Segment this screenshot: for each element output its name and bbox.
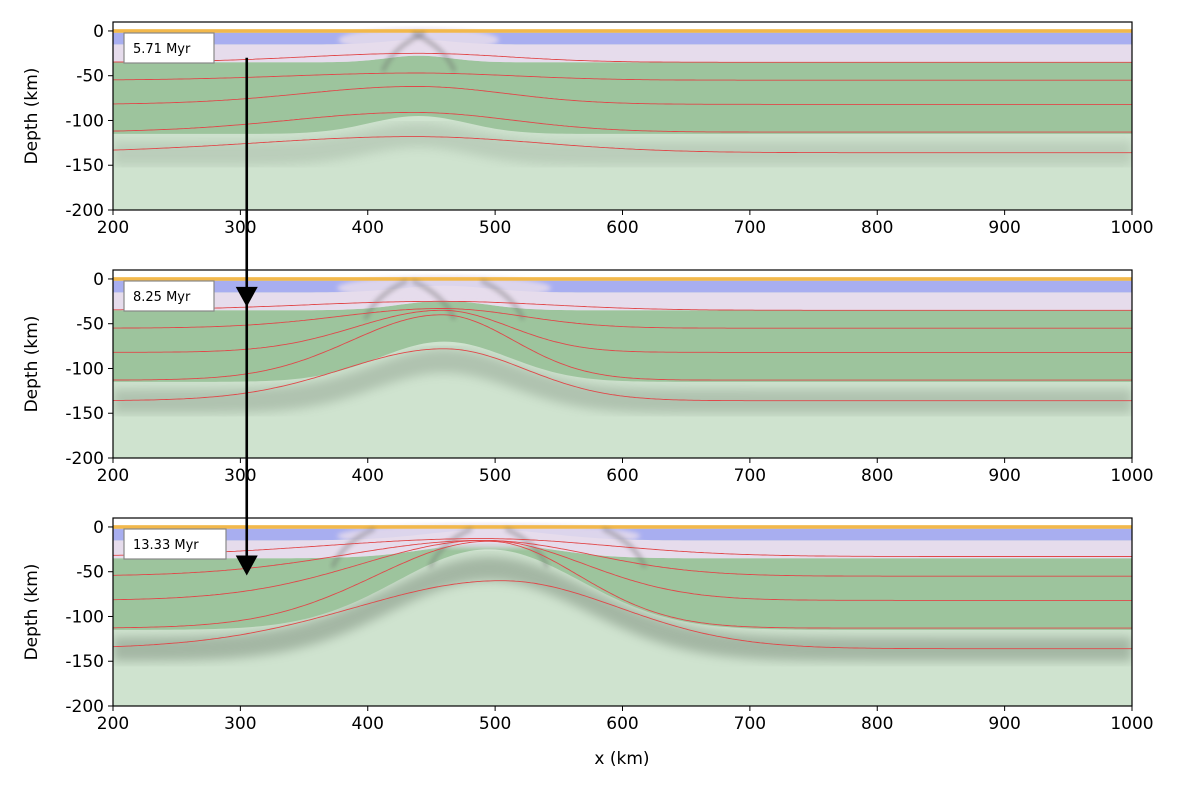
x-tick-label: 1000 xyxy=(1110,466,1153,486)
thermal-anomaly xyxy=(113,123,1132,166)
arrow-head-mid xyxy=(235,286,258,307)
x-tick-label: 500 xyxy=(479,466,511,486)
isotherm-line xyxy=(113,52,1132,63)
time-label: 5.71 Myr xyxy=(133,42,191,57)
y-tick-label: -50 xyxy=(76,563,104,583)
y-tick-label: -200 xyxy=(65,201,104,221)
isotherm-line xyxy=(113,308,1132,329)
x-tick-label: 300 xyxy=(224,714,256,734)
x-tick-label: 1000 xyxy=(1110,218,1153,238)
panel-2: 200 300 400 500 600 700 800 900 1000 0 -50 -100 -150… xyxy=(22,269,1154,486)
sediment-layer xyxy=(113,29,1132,33)
lithospheric-mantle xyxy=(113,543,1132,630)
y-tick-label: -100 xyxy=(65,111,104,131)
x-tick-label: 200 xyxy=(97,218,129,238)
time-label: 13.33 Myr xyxy=(133,538,199,553)
y-axis-title: Depth (km) xyxy=(22,316,42,413)
lithospheric-mantle xyxy=(113,55,1132,134)
x-axis-title: x (km) xyxy=(594,749,649,769)
y-tick-label: 0 xyxy=(93,22,104,42)
upper-crust xyxy=(113,32,1132,45)
y-tick-label: 0 xyxy=(93,518,104,538)
isotherm-line xyxy=(113,539,1132,577)
time-label-box xyxy=(123,528,227,560)
time-arrow xyxy=(235,57,258,576)
y-axis-title: Depth (km) xyxy=(22,68,42,165)
lithospheric-mantle xyxy=(113,300,1132,382)
shear-band xyxy=(602,526,647,569)
x-tick-label: 700 xyxy=(734,218,766,238)
isotherm-line xyxy=(113,136,1132,154)
x-tick-label: 1000 xyxy=(1110,714,1153,734)
isotherm-line xyxy=(113,314,1132,381)
x-tick-label: 700 xyxy=(734,714,766,734)
plot-area xyxy=(113,523,1132,706)
x-tick-label: 800 xyxy=(861,466,893,486)
y-tick-label: 0 xyxy=(93,270,104,290)
x-tick-label: 400 xyxy=(352,714,384,734)
x-tick-label: 600 xyxy=(606,466,638,486)
isotherm-line xyxy=(113,111,1132,133)
x-tick-label: 900 xyxy=(988,218,1020,238)
isotherm-line xyxy=(113,86,1132,105)
x-tick-label: 800 xyxy=(861,714,893,734)
plot-area xyxy=(113,275,1132,458)
x-tick-label: 400 xyxy=(352,466,384,486)
y-tick-label: -150 xyxy=(65,652,104,672)
y-tick-label: -200 xyxy=(65,697,104,717)
panels-layer: 200 300 400 500 600 700 800 900 1000 0 -50 -100 -150… xyxy=(22,21,1154,734)
x-tick-label: 600 xyxy=(606,714,638,734)
shear-band xyxy=(504,526,550,569)
isotherm-line xyxy=(113,539,1132,601)
x-tick-label: 200 xyxy=(97,466,129,486)
y-tick-label: -150 xyxy=(65,404,104,424)
isotherm-line xyxy=(113,309,1132,353)
isotherm-line xyxy=(113,580,1132,650)
y-tick-label: -150 xyxy=(65,156,104,176)
x-tick-label: 300 xyxy=(224,466,256,486)
shear-band xyxy=(330,526,376,569)
y-tick-label: -50 xyxy=(76,315,104,335)
isotherm-line xyxy=(113,348,1132,402)
x-tick-label: 400 xyxy=(352,218,384,238)
time-label-box xyxy=(123,32,215,64)
y-tick-label: -50 xyxy=(76,67,104,87)
sediment-layer xyxy=(113,525,1132,529)
time-label-box xyxy=(123,280,215,312)
thermal-anomaly xyxy=(113,348,1132,414)
x-tick-label: 500 xyxy=(479,714,511,734)
shear-band xyxy=(411,30,457,73)
isotherm-line xyxy=(113,540,1132,629)
x-tick-label: 200 xyxy=(97,714,129,734)
y-tick-label: -100 xyxy=(65,359,104,379)
y-axis-title: Depth (km) xyxy=(22,564,42,661)
x-tick-label: 600 xyxy=(606,218,638,238)
x-tick-label: 500 xyxy=(479,218,511,238)
upper-crust xyxy=(113,280,1132,293)
x-tick-label: 700 xyxy=(734,466,766,486)
panel-3: 200 300 400 500 600 700 800 900 1000 0 -50 -100 -150… xyxy=(22,517,1154,734)
rift-basin xyxy=(338,27,499,52)
isotherm-line xyxy=(113,300,1132,311)
plot-area xyxy=(113,27,1132,210)
y-tick-label: -100 xyxy=(65,607,104,627)
isotherm-line xyxy=(113,72,1132,81)
time-label: 8.25 Myr xyxy=(133,290,191,305)
shear-band xyxy=(428,526,473,569)
isotherm-line xyxy=(113,538,1132,557)
rift-basin xyxy=(337,275,552,300)
x-tick-label: 900 xyxy=(988,714,1020,734)
panel-1: 200 300 400 500 600 700 800 900 1000 0 -50 -100 -150… xyxy=(22,21,1154,238)
x-tick-label: 800 xyxy=(861,218,893,238)
arrow-head-end xyxy=(235,555,258,576)
shear-band xyxy=(480,278,525,321)
sediment-layer xyxy=(113,277,1132,281)
y-tick-label: -200 xyxy=(65,449,104,469)
shear-band xyxy=(363,278,409,321)
x-tick-label: 300 xyxy=(224,218,256,238)
x-tick-label: 900 xyxy=(988,466,1020,486)
